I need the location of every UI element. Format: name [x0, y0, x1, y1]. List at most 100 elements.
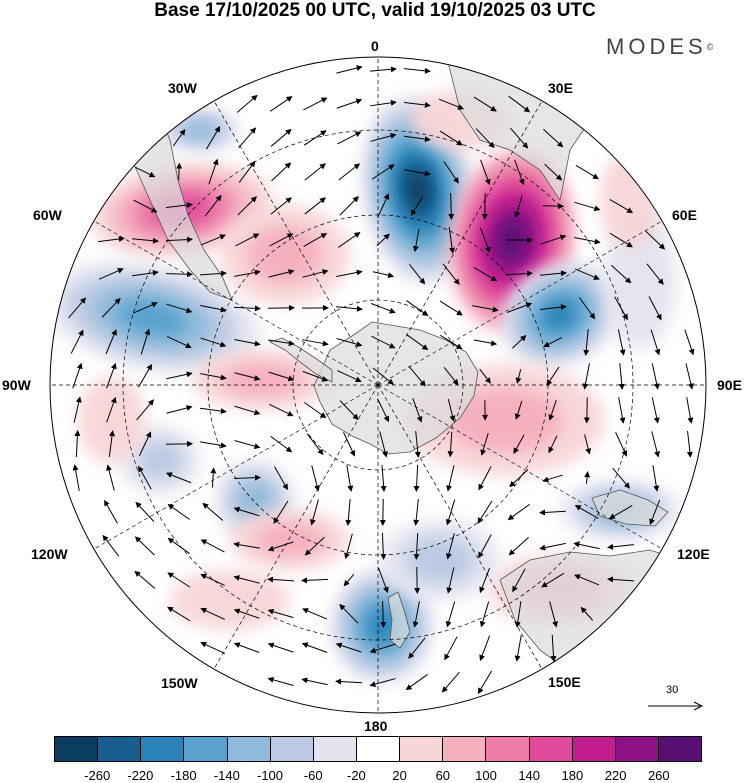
wind-vector [270, 197, 292, 215]
wind-vector [377, 398, 390, 423]
wind-vector [233, 541, 260, 549]
wind-vector [540, 234, 567, 245]
lon-label-150w: 150W [161, 675, 198, 691]
wind-vector [335, 678, 363, 685]
wind-vector [413, 499, 420, 526]
colorbar-tick-label: -180 [170, 768, 197, 783]
wind-vector [233, 506, 260, 517]
lon-label-150e: 150E [548, 674, 581, 690]
wind-vector [339, 196, 359, 216]
wind-vector [273, 500, 289, 524]
colorbar-tick-label: 260 [647, 768, 670, 783]
wind-vector [70, 329, 84, 354]
wind-vector [167, 537, 190, 554]
colorbar-tick-label: -140 [213, 768, 240, 783]
wind-vector [267, 676, 294, 686]
wind-vector [473, 266, 498, 282]
wind-vector [236, 94, 258, 113]
wind-vector [574, 237, 601, 245]
wind-vector [74, 430, 81, 458]
wind-vector [132, 237, 159, 244]
wind-vector [405, 674, 428, 691]
wind-vector [202, 502, 224, 521]
wind-vector [167, 503, 190, 520]
wind-vector [377, 193, 390, 219]
wind-vector [267, 304, 295, 311]
wind-vector [269, 96, 293, 112]
wind-vector [684, 329, 695, 356]
wind-vector [447, 431, 454, 458]
wind-vector [134, 536, 155, 556]
wind-vector [200, 373, 227, 381]
wind-vector [439, 130, 463, 146]
wind-vector [549, 601, 558, 628]
antarctic-peninsula-land [268, 337, 333, 383]
wind-vector [611, 264, 632, 284]
wind-vector [607, 543, 634, 550]
wind-vector [505, 270, 533, 277]
graticule [50, 57, 706, 713]
anomaly-contour [183, 120, 217, 140]
wind-vector [303, 97, 328, 111]
wind-vector [302, 608, 328, 620]
colorbar-tick-label: -100 [256, 768, 284, 783]
lon-label-120e: 120E [677, 546, 710, 562]
copyright-mark: © [706, 42, 714, 52]
wind-vector [541, 572, 565, 588]
wind-vector [233, 575, 260, 584]
wind-vector [200, 337, 227, 348]
colorbar-swatch [356, 737, 401, 761]
wind-vector [134, 570, 156, 589]
colorbar: -260 -220 -180 -140 -100 -60 -20 20 60 100 140 180 2… [0, 736, 750, 783]
wind-vector [514, 601, 522, 628]
wind-vector [404, 101, 431, 108]
reference-vector-arrow [648, 701, 704, 711]
wind-vector [268, 371, 295, 382]
wind-vector [138, 363, 153, 388]
reference-vector-label: 30 [666, 684, 679, 696]
wind-vector [686, 431, 693, 458]
wind-vector [106, 464, 115, 491]
wind-vector [370, 132, 397, 142]
wind-vector [645, 230, 666, 250]
lon-label-90w: 90W [2, 377, 31, 393]
wind-vector [200, 607, 226, 620]
wind-vector [443, 160, 459, 184]
wind-vector [406, 334, 429, 351]
wind-vector [377, 567, 389, 594]
wind-vector [511, 335, 527, 349]
anomaly-contour [78, 376, 146, 464]
wind-vector [480, 159, 491, 186]
wind-vector [380, 464, 387, 492]
wind-vector [479, 368, 491, 384]
wind-vector [337, 131, 362, 145]
wind-vector [267, 608, 294, 619]
wind-vector [238, 127, 257, 149]
wind-vector [104, 499, 118, 524]
wind-vector [274, 466, 288, 491]
wind-vector [539, 542, 566, 551]
wind-vector [548, 399, 557, 421]
wind-vector [336, 269, 363, 277]
wind-vector [609, 199, 634, 214]
wind-vector [200, 441, 227, 449]
colorbar-tick-label: -220 [127, 768, 154, 783]
wind-vector [506, 302, 533, 313]
wind-vector [267, 541, 294, 552]
wind-vector [102, 534, 120, 557]
wind-vector [166, 336, 192, 349]
wind-vector [233, 305, 261, 312]
wind-vector [301, 642, 328, 653]
wind-vector [614, 296, 628, 321]
wind-vector [376, 233, 390, 247]
wind-vector [235, 233, 260, 247]
wind-vector [580, 606, 594, 621]
wind-vector [540, 270, 567, 277]
wind-vector [200, 234, 226, 246]
wind-vector [72, 362, 83, 389]
wind-vector [441, 671, 460, 693]
wind-vector [369, 678, 396, 688]
anomaly-contour [136, 440, 184, 480]
wind-vector [108, 430, 115, 457]
